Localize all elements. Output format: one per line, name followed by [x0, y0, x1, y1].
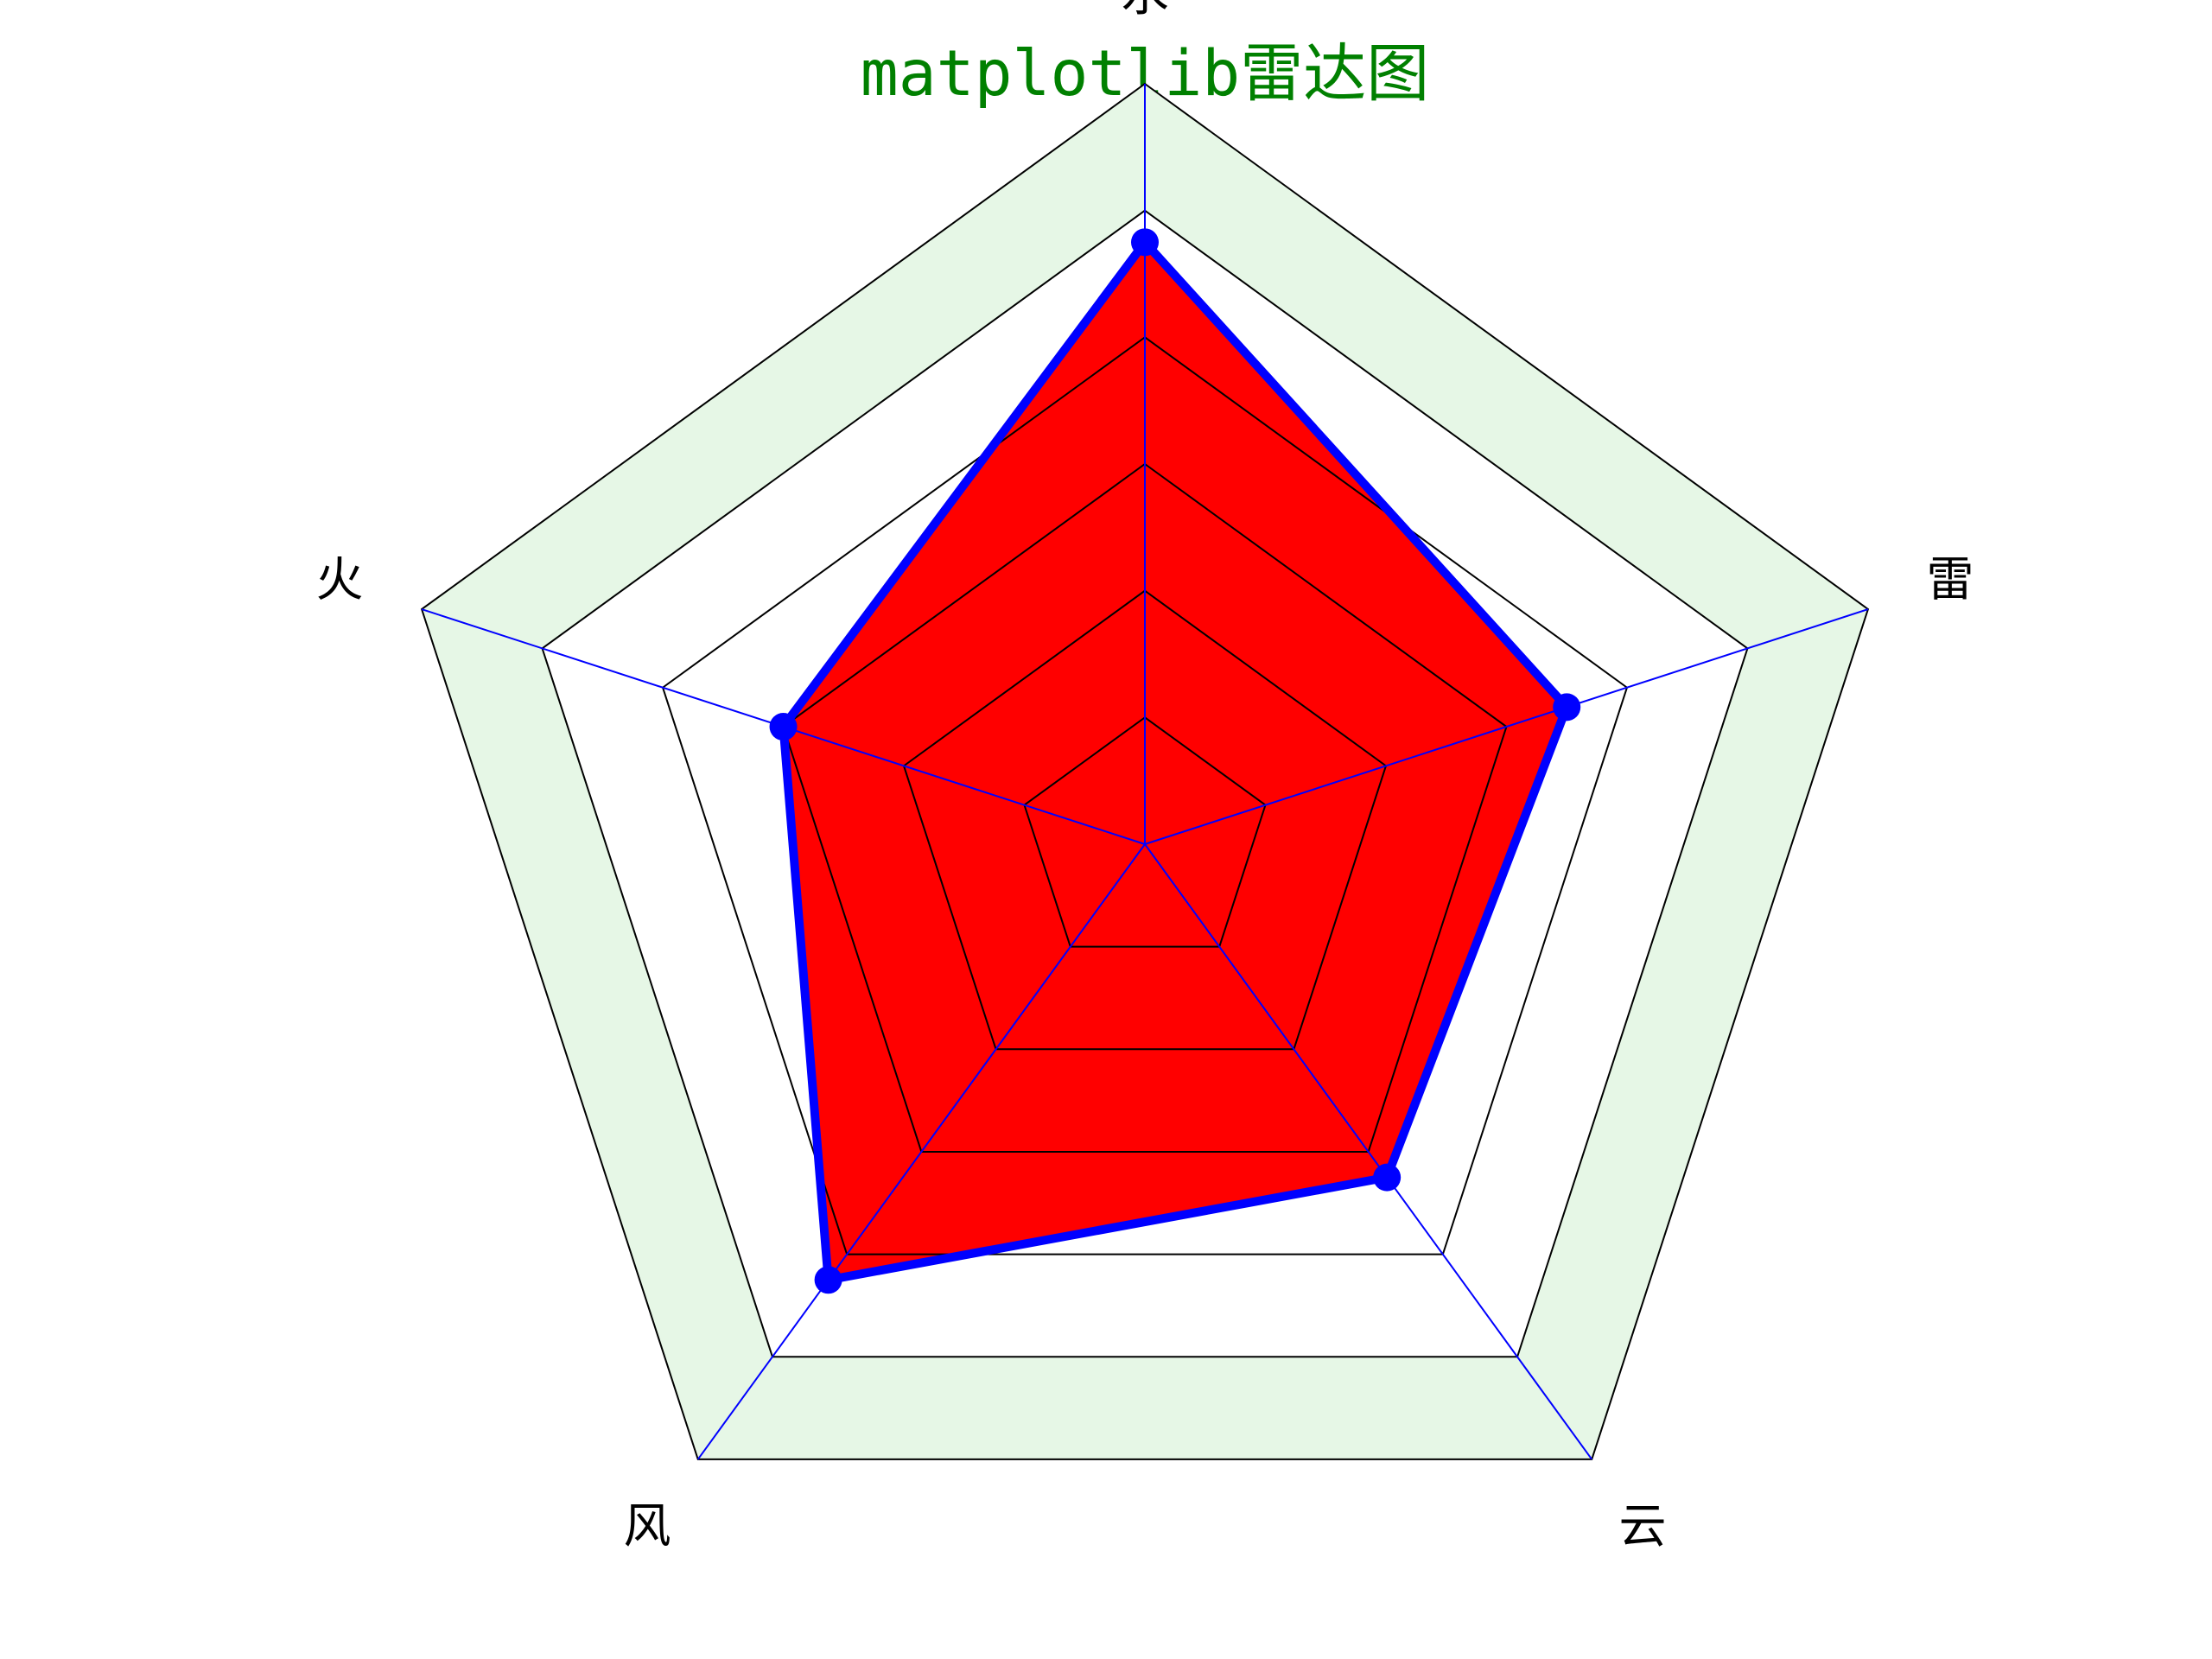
axis-spoke: [696, 843, 1146, 1460]
data-point: [1553, 693, 1581, 721]
grid-ring: [541, 209, 1749, 1358]
axis-spokes: [421, 84, 1869, 1460]
grid-rings: [420, 82, 1870, 1460]
series-line: [779, 238, 1572, 1285]
grid-ring: [782, 462, 1508, 1153]
data-point: [1373, 1163, 1402, 1192]
axis-spoke: [1144, 843, 1593, 1460]
axis-label: 风: [623, 1498, 671, 1554]
data-point: [1131, 228, 1159, 257]
grid-ring: [1023, 716, 1267, 948]
axis-label: 雷: [1927, 551, 1974, 607]
grid-ring: [420, 82, 1870, 1460]
grid-ring: [661, 336, 1629, 1255]
series-layer: [769, 228, 1581, 1294]
grid-ring: [902, 589, 1388, 1051]
axis-labels: 水雷云 风 火: [315, 0, 1974, 1554]
data-point: [814, 1266, 842, 1294]
axis-label: 云: [1619, 1498, 1667, 1554]
axis-label: 水: [1121, 0, 1168, 22]
axis-spoke: [1144, 608, 1869, 845]
data-point: [769, 713, 798, 741]
axis-label: 火: [315, 551, 363, 607]
